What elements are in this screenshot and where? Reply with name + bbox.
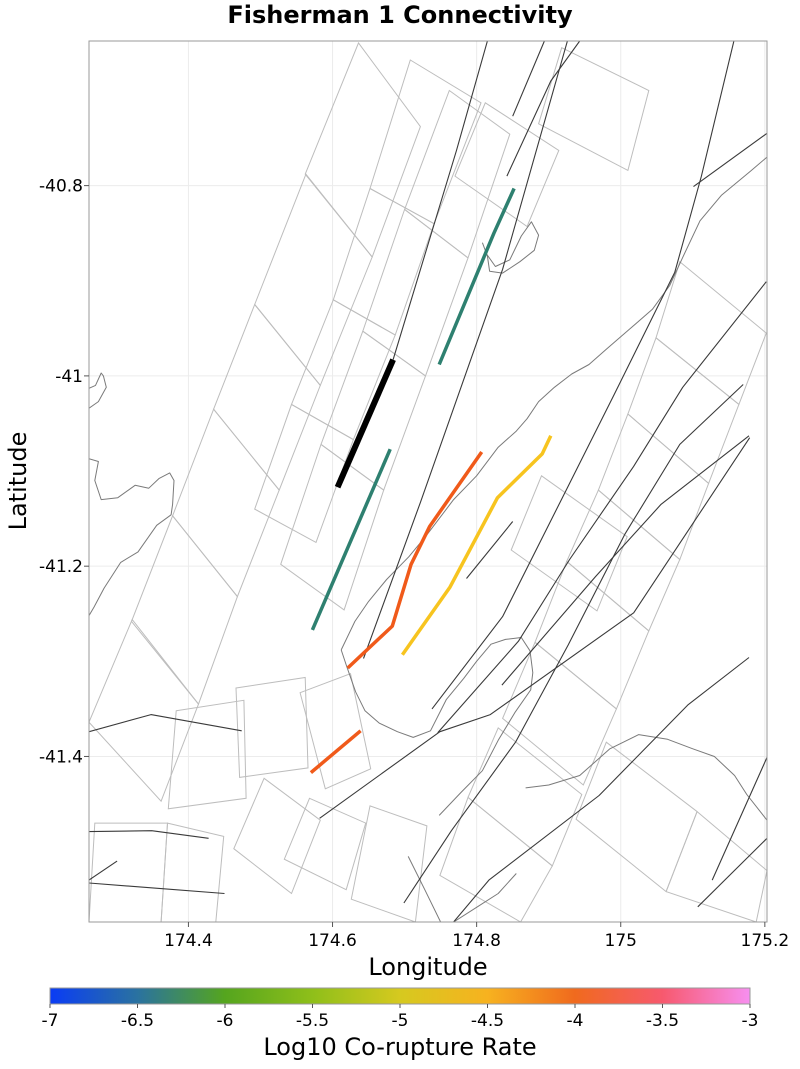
coastline-1 [89, 458, 175, 616]
colorbar-tick-label-4: -5 [392, 1011, 409, 1031]
fault-patch-21 [501, 641, 618, 786]
fault-patch-30 [235, 676, 309, 778]
fault-trace-17 [89, 882, 225, 895]
fault-trace-3 [506, 41, 581, 177]
colorbar [49, 987, 751, 1005]
y-tick-label-1: -41 [55, 367, 83, 387]
fault-patches [89, 41, 767, 922]
fault-trace-4 [431, 41, 735, 710]
rupture-segment-4 [309, 729, 362, 774]
fault-patch-32 [233, 777, 321, 895]
fault-trace-14 [89, 714, 242, 733]
colorbar-tick-label-0: -7 [42, 1011, 59, 1031]
x-tick-label-3: 175 [605, 931, 637, 951]
faults [89, 41, 767, 922]
fault-patch-29 [167, 699, 247, 810]
grid-lines [89, 41, 767, 922]
y-tick-label-2: -41.2 [39, 557, 83, 577]
coastline-6 [453, 873, 517, 922]
coastline-5 [525, 734, 767, 821]
coastline-7 [407, 856, 442, 922]
rupture-segment-1 [437, 187, 516, 366]
rupture-segment-5 [400, 435, 553, 656]
x-axis-ticks: 174.4 174.6 174.8 175 175.2 [164, 922, 789, 951]
x-tick-label-1: 174.6 [308, 931, 357, 951]
y-tick-label-3: -41.4 [39, 747, 83, 767]
colorbar-tick-label-8: -3 [742, 1011, 759, 1031]
fault-trace-12 [711, 757, 767, 881]
colorbar-label: Log10 Co-rupture Rate [263, 1033, 536, 1061]
y-axis-label: Latitude [4, 432, 32, 531]
fault-patch-25 [665, 810, 767, 922]
fault-trace-5 [693, 132, 767, 188]
fault-trace-1 [362, 41, 568, 659]
fault-patch-23 [439, 796, 553, 922]
fault-trace-13 [319, 437, 751, 819]
x-axis-label: Longitude [368, 953, 487, 981]
colorbar-tick-label-3: -5.5 [296, 1011, 329, 1031]
chart-title: Fisherman 1 Connectivity [227, 1, 573, 29]
colorbar-tick-label-5: -4.5 [471, 1011, 504, 1031]
rupture-segment-2 [310, 448, 392, 631]
coastline-2 [481, 221, 540, 274]
fault-patch-15 [538, 46, 650, 172]
y-tick-label-0: -40.8 [39, 177, 83, 197]
fault-trace-15 [89, 830, 209, 839]
coastline-0 [89, 372, 107, 409]
x-tick-label-0: 174.4 [164, 931, 213, 951]
fault-patch-27 [89, 822, 169, 922]
fault-trace-8 [501, 435, 750, 686]
fault-patch-34 [350, 805, 428, 922]
fault-patch-9 [254, 403, 355, 544]
colorbar-tick-label-1: -6.5 [121, 1011, 154, 1031]
fault-trace-11 [697, 837, 767, 908]
fault-trace-7 [437, 281, 767, 734]
fault-patch-5 [89, 618, 200, 803]
fault-trace-9 [403, 384, 744, 904]
fault-patch-14 [454, 102, 560, 228]
fault-patch-31 [299, 673, 372, 790]
x-tick-label-2: 174.8 [452, 931, 501, 951]
plot-frame [88, 40, 768, 923]
fault-trace-0 [392, 41, 488, 360]
coastlines [89, 156, 767, 922]
colorbar-ticks: -7 -6.5 -6 -5.5 -5 -4.5 -4 -3.5 -3 [42, 1004, 759, 1031]
colorbar-tick-label-6: -4 [567, 1011, 584, 1031]
colorbar-tick-label-7: -3.5 [646, 1011, 679, 1031]
fault-patch-13 [280, 443, 385, 611]
map-layer [89, 41, 767, 922]
x-tick-label-4: 175.2 [741, 931, 790, 951]
coastline-3 [340, 156, 767, 651]
colorbar-tick-label-2: -6 [217, 1011, 234, 1031]
rupture-segment-3 [346, 450, 484, 670]
fault-trace-10 [453, 657, 750, 922]
y-axis-ticks: -40.8 -41 -41.2 -41.4 [39, 177, 89, 767]
rupture-segments [309, 187, 553, 774]
fault-trace-2 [512, 41, 545, 117]
fault-trace-16 [89, 860, 118, 881]
fault-trace-6 [466, 521, 514, 579]
rupture-segment-0 [334, 358, 396, 489]
coastline-4 [340, 637, 534, 816]
fault-patch-33 [283, 797, 367, 891]
